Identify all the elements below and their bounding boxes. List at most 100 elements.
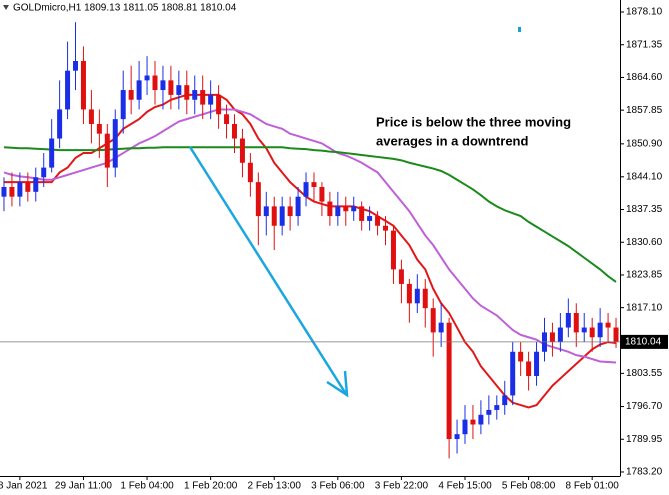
candle-body <box>65 70 71 110</box>
candle-body <box>454 434 460 440</box>
trend-arrow <box>188 146 348 395</box>
candle-body <box>343 206 349 212</box>
candle-body <box>231 123 237 139</box>
candle-body <box>462 419 468 435</box>
candle-body <box>478 414 484 425</box>
y-tick-label: 1783.20 <box>626 467 663 478</box>
candle-body <box>414 288 420 304</box>
candle-body <box>335 206 341 217</box>
candle-body <box>438 322 444 333</box>
candle-body <box>383 225 389 231</box>
candle-body <box>557 327 563 343</box>
candle-body <box>589 327 595 338</box>
x-tick-label: 3 Feb 06:00 <box>311 481 365 492</box>
candle-body <box>216 94 222 115</box>
y-tick-label: 1857.85 <box>626 105 663 116</box>
candle-body <box>502 395 508 406</box>
candle-body <box>597 322 603 338</box>
candle-body <box>271 206 277 226</box>
candle-body <box>25 182 31 192</box>
candle-body <box>152 75 158 91</box>
candle-body <box>613 327 619 342</box>
price-label: 1810.04 <box>625 337 662 348</box>
candle-body <box>104 133 110 168</box>
y-tick-label: 1823.85 <box>626 270 663 281</box>
candle-body <box>573 313 579 333</box>
candle-body <box>398 269 404 284</box>
x-tick-label: 3 Feb 22:00 <box>375 481 429 492</box>
x-tick-label: 29 Jan 11:00 <box>55 481 113 492</box>
candle-body <box>168 80 174 95</box>
candle-body <box>144 75 150 81</box>
candle-body <box>112 119 118 168</box>
candle-body <box>422 288 428 309</box>
candle-body <box>224 114 230 124</box>
candle-body <box>255 182 261 217</box>
candle-body <box>41 167 47 178</box>
x-tick-label: 8 Feb 01:00 <box>565 481 619 492</box>
candle-body <box>17 182 23 197</box>
candle-body <box>128 90 134 100</box>
candle-body <box>534 351 540 377</box>
candle-body <box>390 230 396 270</box>
candle-body <box>446 322 452 440</box>
candle-body <box>303 182 309 197</box>
candle-body <box>80 60 86 110</box>
candle-body <box>49 138 55 168</box>
trend-arrow-head <box>326 370 349 398</box>
y-tick-label: 1871.35 <box>626 39 663 50</box>
candle-body <box>605 322 611 328</box>
x-tick-label: 1 Feb 20:00 <box>184 481 238 492</box>
y-tick-label: 1803.55 <box>626 368 663 379</box>
candle-body <box>367 216 373 221</box>
candle-body <box>1 186 7 197</box>
candle-body <box>359 206 365 221</box>
candle-body <box>486 409 492 415</box>
candle-body <box>494 405 500 410</box>
candle-body <box>375 216 381 226</box>
annotation: averages in a downtrend <box>376 133 528 148</box>
y-tick-label: 1837.35 <box>626 204 663 215</box>
candle-body <box>120 90 126 120</box>
candle-body <box>200 90 206 105</box>
candle-body <box>184 85 190 100</box>
y-tick-label: 1850.90 <box>626 138 663 149</box>
candle-body <box>88 109 94 124</box>
marker <box>518 27 521 32</box>
candle-body <box>549 332 555 343</box>
candle-body <box>327 201 333 217</box>
y-tick-label: 1796.70 <box>626 401 663 412</box>
candle-body <box>406 283 412 304</box>
candle-body <box>9 186 15 197</box>
candle-body <box>239 138 245 163</box>
candle-body <box>208 94 214 105</box>
candle-body <box>176 85 182 95</box>
candle-body <box>192 90 198 100</box>
candle-body <box>470 419 476 425</box>
title-icon <box>3 5 9 10</box>
y-tick-label: 1789.95 <box>626 434 663 445</box>
candle-body <box>510 351 516 396</box>
y-tick-label: 1864.60 <box>626 72 663 83</box>
candle-body <box>247 162 253 183</box>
candle-body <box>73 60 79 71</box>
candle-body <box>430 308 436 333</box>
candle-body <box>96 123 102 134</box>
candle-body <box>319 186 325 202</box>
candle-body <box>351 206 357 212</box>
candle-body <box>526 361 532 377</box>
annotation: Price is below the three moving <box>376 114 571 129</box>
y-tick-label: 1844.10 <box>626 171 663 182</box>
y-tick-label: 1830.60 <box>626 237 663 248</box>
candle-body <box>295 196 301 217</box>
candle-body <box>518 351 524 362</box>
candle-body <box>263 206 269 217</box>
chart-title: GOLDmicro,H1 1809.13 1811.05 1808.81 181… <box>13 3 237 14</box>
y-tick-label: 1878.10 <box>626 7 663 18</box>
candle-body <box>160 80 166 91</box>
candle-body <box>57 109 63 139</box>
candle-body <box>287 206 293 217</box>
